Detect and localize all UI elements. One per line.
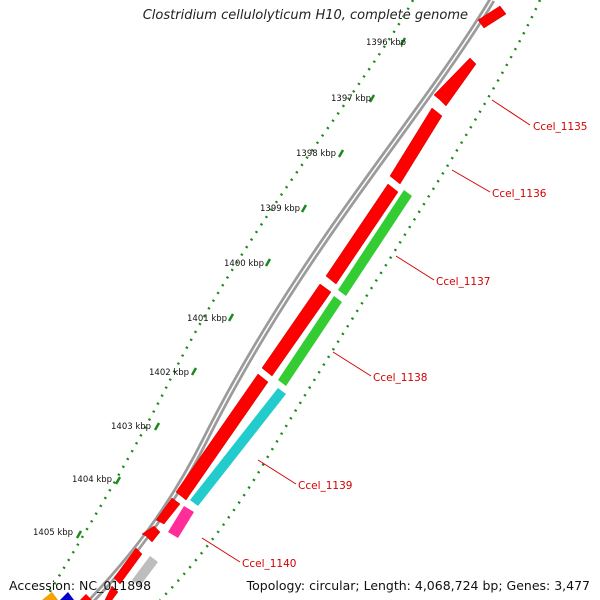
- gene-arrow: [168, 506, 194, 538]
- gene-arrow: [389, 107, 443, 185]
- forward-genes: [104, 5, 507, 600]
- reverse-genes: [132, 190, 412, 586]
- gene-arrow: [278, 296, 342, 386]
- gene-arrow: [155, 497, 181, 525]
- kbp-label: 1396 kbp: [366, 38, 406, 48]
- gene-arrow: [80, 594, 92, 600]
- gene-label-ccel-1140: Ccel_1140: [242, 558, 296, 570]
- map-title: Clostridium cellulolyticum H10, complete…: [142, 8, 468, 23]
- gene-label-ccel-1136: Ccel_1136: [492, 188, 547, 200]
- gene-arrow: [132, 556, 158, 586]
- gene-arrow: [113, 547, 143, 585]
- inner-scale-dots: [159, 0, 542, 600]
- genome-summary-text: Topology: circular; Length: 4,068,724 bp…: [246, 578, 590, 593]
- gene-arrow: [190, 388, 286, 506]
- kbp-label: 1398 kbp: [296, 149, 336, 159]
- outer-scale-dots: [43, 0, 415, 600]
- accession-text: Accession: NC_011898: [9, 578, 152, 593]
- kbp-label: 1400 kbp: [224, 259, 264, 269]
- kbp-label: 1404 kbp: [72, 475, 112, 485]
- gene-arrow: [261, 283, 332, 377]
- gene-label-ccel-1139: Ccel_1139: [298, 480, 352, 492]
- kbp-label: 1403 kbp: [111, 422, 151, 432]
- outer-major-ticks: [75, 37, 407, 539]
- gene-label-ccel-1137: Ccel_1137: [436, 276, 490, 288]
- kbp-label: 1402 kbp: [149, 368, 189, 378]
- kbp-label: 1397 kbp: [331, 94, 371, 104]
- genome-backbone-inner: [91, 0, 493, 600]
- label-leaders: [201, 99, 531, 563]
- gene-arrow: [477, 5, 507, 29]
- kbp-labels: 1396 kbp 1397 kbp 1398 kbp 1399 kbp 1400…: [33, 38, 406, 538]
- gene-arrow: [338, 190, 412, 296]
- gene-labels: Ccel_1135 Ccel_1136 Ccel_1137 Ccel_1138 …: [242, 121, 587, 570]
- gene-label-ccel-1138: Ccel_1138: [373, 372, 427, 384]
- gene-arrow: [42, 592, 58, 600]
- gene-arrow: [141, 525, 161, 543]
- gene-arrow: [325, 183, 399, 285]
- kbp-label: 1401 kbp: [187, 314, 227, 324]
- bottom-fragments: [42, 592, 92, 600]
- kbp-label: 1405 kbp: [33, 528, 73, 538]
- gene-label-ccel-1135: Ccel_1135: [533, 121, 587, 133]
- kbp-label: 1399 kbp: [260, 204, 300, 214]
- gene-arrow: [175, 373, 269, 501]
- gene-arrow: [60, 592, 74, 600]
- gene-arrow: [433, 57, 477, 107]
- gene-arrow: [104, 585, 119, 600]
